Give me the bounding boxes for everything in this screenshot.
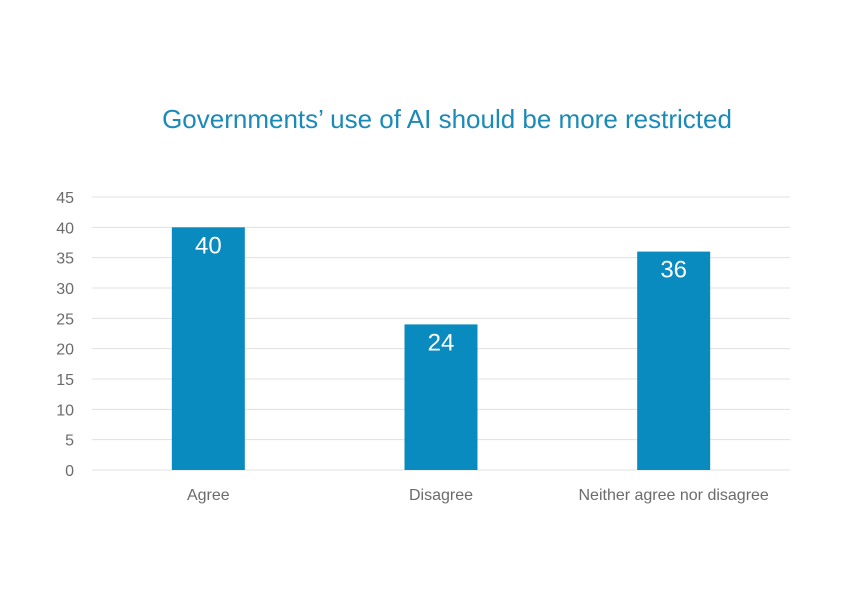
y-tick-label: 10	[56, 402, 74, 419]
y-tick-label: 40	[56, 220, 74, 237]
y-tick-label: 0	[65, 463, 74, 480]
y-tick-label: 25	[56, 311, 74, 328]
data-label: 40	[195, 232, 222, 259]
chart-title: Governments’ use of AI should be more re…	[162, 104, 732, 134]
x-tick-label: Agree	[187, 487, 230, 504]
bar-agree	[171, 227, 245, 470]
data-label: 24	[428, 329, 455, 356]
data-label: 36	[660, 257, 687, 284]
bar-disagree	[404, 324, 478, 470]
y-tick-label: 35	[56, 251, 74, 268]
y-tick-label: 5	[65, 433, 74, 450]
y-tick-label: 45	[56, 190, 74, 207]
x-tick-label: Neither agree nor disagree	[578, 487, 768, 504]
bar-neither-agree-nor-disagree	[637, 251, 711, 470]
y-tick-label: 20	[56, 342, 74, 359]
y-tick-label: 30	[56, 281, 74, 298]
y-tick-label: 15	[56, 372, 74, 389]
x-tick-label: Disagree	[409, 487, 473, 504]
